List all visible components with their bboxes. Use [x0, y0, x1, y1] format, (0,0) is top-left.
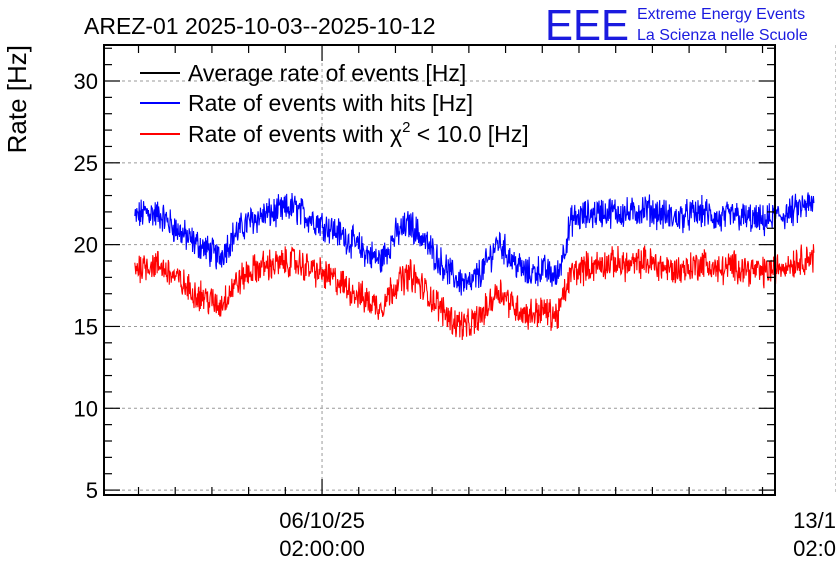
y-tick-label: 15: [74, 314, 98, 339]
y-tick-label: 20: [74, 233, 98, 258]
legend-label-1: Rate of events with hits [Hz]: [188, 90, 473, 116]
eee-logo-mark: EEE: [545, 1, 629, 50]
chart-title: AREZ-01 2025-10-03--2025-10-12: [84, 13, 436, 39]
y-tick-label: 25: [74, 151, 98, 176]
series-lines: [134, 192, 815, 341]
x-tick-label-date: 06/10/25: [279, 508, 365, 533]
legend: Average rate of events [Hz] Rate of event…: [140, 60, 529, 147]
plot-frame: [103, 44, 776, 496]
y-tick-label: 30: [74, 69, 98, 94]
y-tick-label: 10: [74, 396, 98, 421]
eee-logo-line1: Extreme Energy Events: [637, 6, 805, 23]
y-axis-label: Rate [Hz]: [2, 45, 32, 153]
eee-logo-line2: La Scienza nelle Scuole: [637, 27, 808, 44]
x-tick-label-time: 02:00:00: [279, 536, 365, 561]
y-tick-label: 5: [86, 478, 98, 503]
legend-label-2: Rate of events with χ2 < 10.0 [Hz]: [188, 119, 529, 147]
axes: 5 10 15 20 25 30 06/10/25 02:00:00 13/10/25 02:00…: [74, 44, 836, 561]
eee-logo: EEE Extreme Energy Events La Scienza nel…: [545, 1, 808, 50]
series-line-2: [134, 244, 815, 341]
series-line-1: [134, 192, 815, 296]
legend-label-0: Average rate of events [Hz]: [188, 60, 466, 86]
x-tick-label-time: 02:00:00: [793, 536, 836, 561]
x-tick-label-date: 13/10/25: [793, 508, 836, 533]
